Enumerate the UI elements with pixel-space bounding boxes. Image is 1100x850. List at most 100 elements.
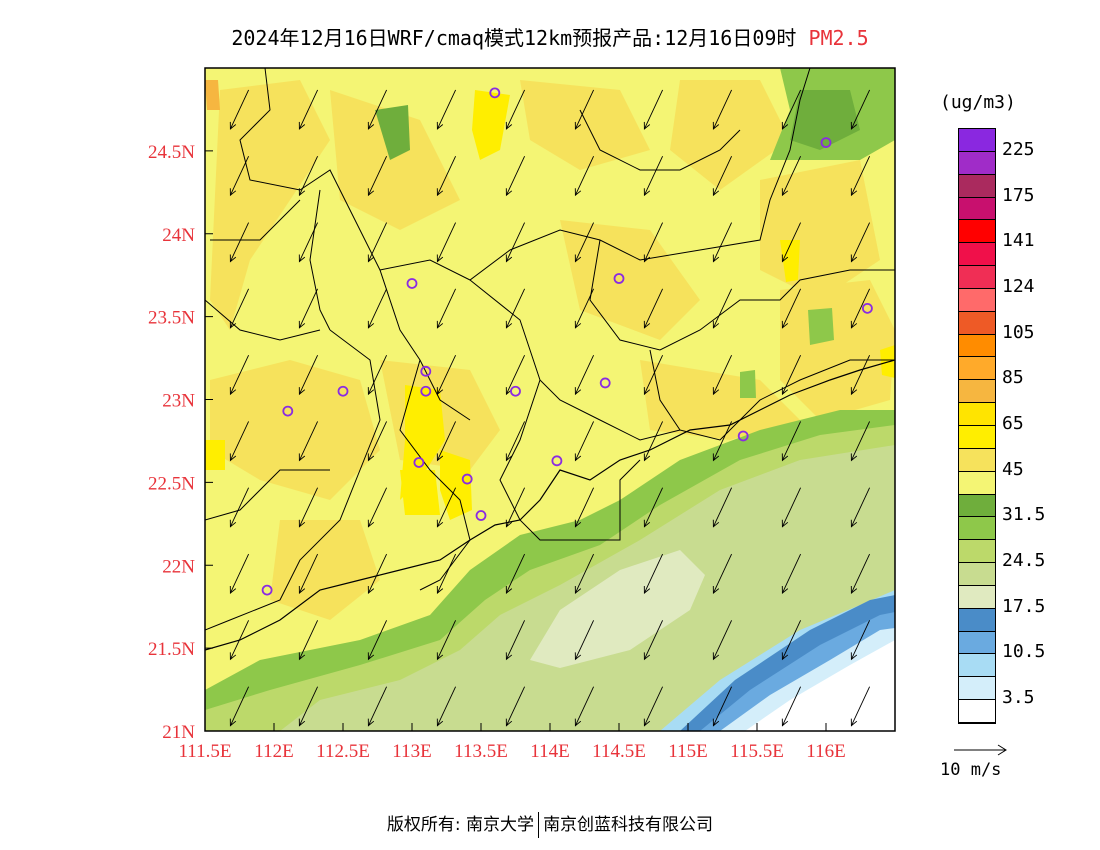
legend-swatch <box>959 288 995 312</box>
wind-arrow-icon <box>712 421 733 462</box>
legend-tick-label: 65 <box>1002 413 1024 434</box>
lat-tick-label: 24N <box>162 225 195 246</box>
wind-arrow-icon <box>574 553 595 594</box>
wind-arrow-icon <box>850 288 871 329</box>
wind-arrow-icon <box>712 686 733 727</box>
wind-arrow-icon <box>781 89 802 130</box>
station-marker <box>489 87 501 99</box>
wind-arrow-icon <box>367 421 388 462</box>
legend-tick-label: 175 <box>1002 184 1035 206</box>
wind-arrow-icon <box>574 156 595 197</box>
wind-arrow-icon <box>298 89 319 130</box>
wind-arrow-icon <box>298 288 319 329</box>
wind-arrow-icon <box>367 354 388 396</box>
lon-tick-label: 113.5E <box>454 741 508 762</box>
footer-company: 南京创蓝科技有限公司 <box>543 815 714 835</box>
wind-legend-arrow-icon <box>954 744 1007 756</box>
legend-swatch <box>959 151 995 175</box>
legend-swatch <box>959 494 995 518</box>
wind-arrow-icon <box>367 156 388 197</box>
wind-arrow-icon <box>712 487 733 528</box>
wind-arrow-icon <box>643 354 664 396</box>
legend-swatch <box>959 174 995 198</box>
wind-arrow-icon <box>850 354 871 396</box>
wind-arrow-icon <box>850 686 871 727</box>
legend-tick-label: 124 <box>1002 275 1035 297</box>
wind-arrow-icon <box>505 421 526 462</box>
wind-legend-label: 10 m/s <box>940 760 1002 780</box>
legend-tick-label: 85 <box>1002 367 1024 389</box>
legend-tick-label: 17.5 <box>1002 595 1046 617</box>
wind-arrow-icon <box>436 487 457 528</box>
wind-arrow-icon <box>850 487 871 528</box>
wind-arrow-icon <box>505 89 526 130</box>
footer: 版权所有: 南京大学 南京创蓝科技有限公司 <box>0 810 1100 838</box>
station-marker <box>413 457 425 468</box>
legend-swatch <box>959 403 995 426</box>
wind-arrow-icon <box>298 487 319 528</box>
station-marker <box>420 365 432 377</box>
wind-arrow-icon <box>574 89 595 130</box>
wind-arrow-icon <box>505 354 526 396</box>
legend-swatch <box>959 129 995 152</box>
wind-arrow-icon <box>436 421 457 462</box>
legend-swatch <box>959 380 995 404</box>
lat-tick-label: 21N <box>162 722 195 743</box>
wind-arrow-icon <box>298 222 319 263</box>
legend-tick-label: 225 <box>1002 138 1035 160</box>
legend-swatch <box>959 631 995 655</box>
wind-arrow-icon <box>505 487 526 528</box>
wind-arrow-icon <box>712 553 733 594</box>
monitoring-stations <box>261 87 873 596</box>
legend-swatch <box>959 540 995 564</box>
wind-arrow-icon <box>712 620 733 661</box>
wind-arrow-icon <box>781 156 802 197</box>
wind-arrow-icon <box>712 89 733 130</box>
wind-arrow-icon <box>436 156 457 197</box>
legend-colorbar <box>958 128 996 724</box>
legend-tick-label: 141 <box>1002 230 1035 252</box>
wind-arrow-icon <box>436 686 457 727</box>
wind-arrow-icon <box>781 421 802 462</box>
wind-arrow-icon <box>367 89 388 130</box>
wind-arrow-icon <box>505 686 526 727</box>
wind-arrow-icon <box>436 288 457 329</box>
legend-swatch <box>959 471 995 495</box>
wind-arrow-icon <box>505 222 526 263</box>
wind-arrow-icon <box>712 288 733 329</box>
wind-arrow-icon <box>298 686 319 727</box>
wind-arrow-icon <box>712 222 733 263</box>
legend-swatch <box>959 654 995 678</box>
wind-arrow-icon <box>298 553 319 594</box>
wind-arrow-icon <box>367 553 388 594</box>
wind-arrow-icon <box>229 354 250 396</box>
wind-arrow-icon <box>367 620 388 661</box>
wind-vectors <box>229 89 871 727</box>
wind-arrow-icon <box>850 222 871 263</box>
wind-arrow-icon <box>574 620 595 661</box>
wind-arrow-icon <box>367 487 388 528</box>
wind-arrow-icon <box>574 222 595 263</box>
legend-swatch <box>959 677 995 701</box>
wind-arrow-icon <box>643 686 664 727</box>
admin-boundaries <box>205 68 895 651</box>
wind-arrow-icon <box>712 156 733 197</box>
legend-tick-label: 24.5 <box>1002 550 1046 572</box>
station-marker <box>420 385 432 397</box>
axis-ticks: 111.5E 112E 112.5E 113E 113.5E 114E 114.5E 115E… <box>148 142 846 762</box>
wind-legend: 10 m/s <box>940 740 1050 790</box>
map-title: 2024年12月16日WRF/cmaq模式12km预报产品:12月16日09时 P… <box>0 22 1100 51</box>
wind-arrow-icon <box>298 620 319 661</box>
lat-tick-label: 24.5N <box>148 142 195 163</box>
wind-arrow-icon <box>367 288 388 329</box>
wind-arrow-icon <box>643 288 664 329</box>
lon-tick-label: 115.5E <box>730 741 784 762</box>
legend-tick-label: 45 <box>1002 458 1024 480</box>
concentration-field <box>205 68 895 731</box>
wind-arrow-icon <box>574 288 595 329</box>
legend-swatch <box>959 700 995 723</box>
wind-arrow-icon <box>229 156 250 197</box>
station-marker <box>613 273 625 284</box>
wind-arrow-icon <box>367 222 388 263</box>
